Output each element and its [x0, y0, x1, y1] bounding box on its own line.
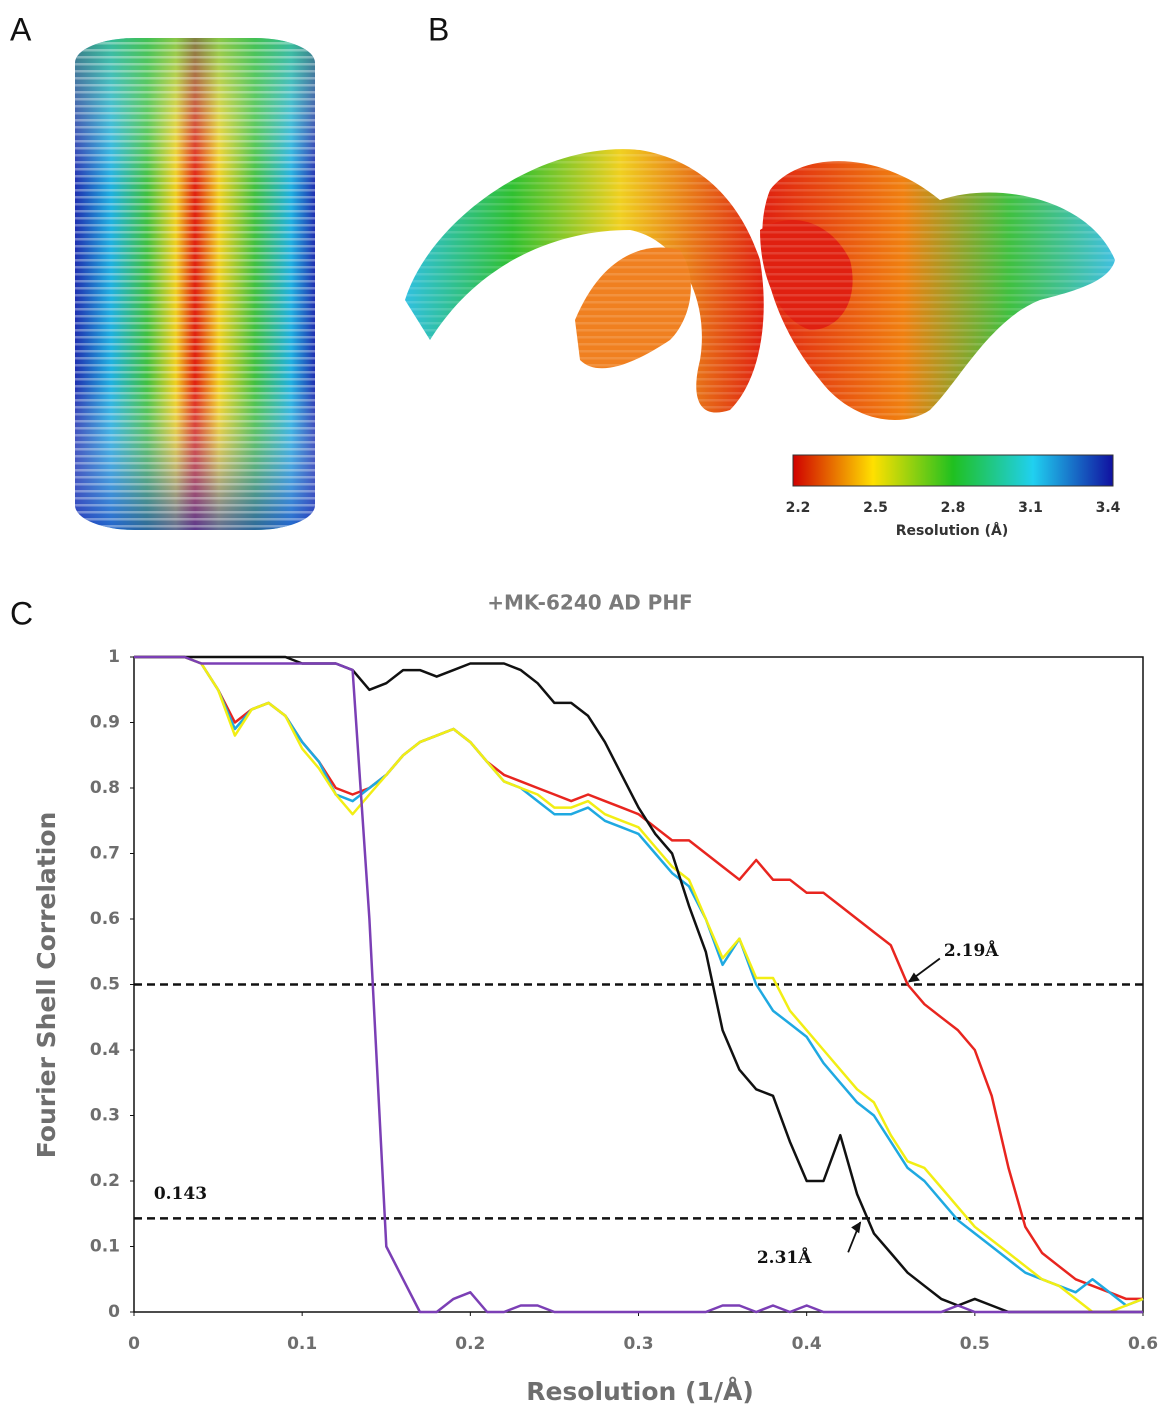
x-tick-label: 0.5: [960, 1334, 990, 1354]
y-tick-label: 0.7: [90, 844, 120, 864]
y-tick-label: 0.3: [90, 1106, 120, 1126]
x-tick-label: 0: [128, 1334, 140, 1354]
colorbar: [792, 454, 1114, 487]
y-tick-label: 0.2: [90, 1171, 120, 1191]
colorbar-label: Resolution (Å): [896, 522, 1009, 539]
y-tick-label: 0.1: [90, 1237, 120, 1257]
y-axis-label: Fourier Shell Correlation: [32, 812, 61, 1159]
annotation-arrowhead: [851, 1221, 862, 1234]
colorbar-tick-label: 2.5: [863, 500, 888, 516]
x-tick-label: 0.2: [455, 1334, 485, 1354]
colorbar-tick-label: 3.4: [1096, 500, 1121, 516]
fsc-curve: [134, 655, 1143, 1314]
panel-label: A: [10, 11, 32, 47]
x-tick-label: 0.1: [287, 1334, 317, 1354]
panel-label: C: [10, 595, 33, 631]
fsc-curve: [134, 655, 1144, 1314]
panel-a-image: [75, 38, 315, 530]
colorbar-tick-label: 2.2: [786, 500, 811, 516]
y-tick-label: 0.4: [90, 1040, 120, 1060]
x-tick-label: 0.3: [623, 1334, 653, 1354]
x-tick-label: 0.6: [1128, 1334, 1158, 1354]
y-tick-label: 0.8: [90, 778, 120, 798]
colorbar-tick-label: 3.1: [1018, 500, 1043, 516]
y-tick-label: 1: [108, 647, 120, 667]
y-tick-label: 0.9: [90, 713, 120, 733]
panel-label: B: [428, 11, 449, 47]
panel-b-image: [405, 149, 1115, 430]
annotation-arrowhead: [907, 972, 920, 983]
x-axis-label: Resolution (1/Å): [526, 1377, 754, 1406]
colorbar-tick-label: 2.8: [941, 500, 966, 516]
y-tick-label: 0.6: [90, 909, 120, 929]
y-tick-label: 0.5: [90, 975, 120, 995]
y-tick-label: 0: [108, 1302, 120, 1322]
x-tick-label: 0.4: [792, 1334, 822, 1354]
fsc-curve: [134, 655, 1143, 1301]
annotation: 2.31Å: [757, 1246, 812, 1268]
annotation: 0.143: [154, 1184, 207, 1204]
fsc-curve: [134, 655, 1144, 1307]
chart-title: +MK-6240 AD PHF: [487, 591, 692, 615]
plot-frame: [133, 656, 1144, 1313]
fsc-curve: [134, 655, 1143, 1314]
annotation: 2.19Å: [944, 939, 999, 961]
